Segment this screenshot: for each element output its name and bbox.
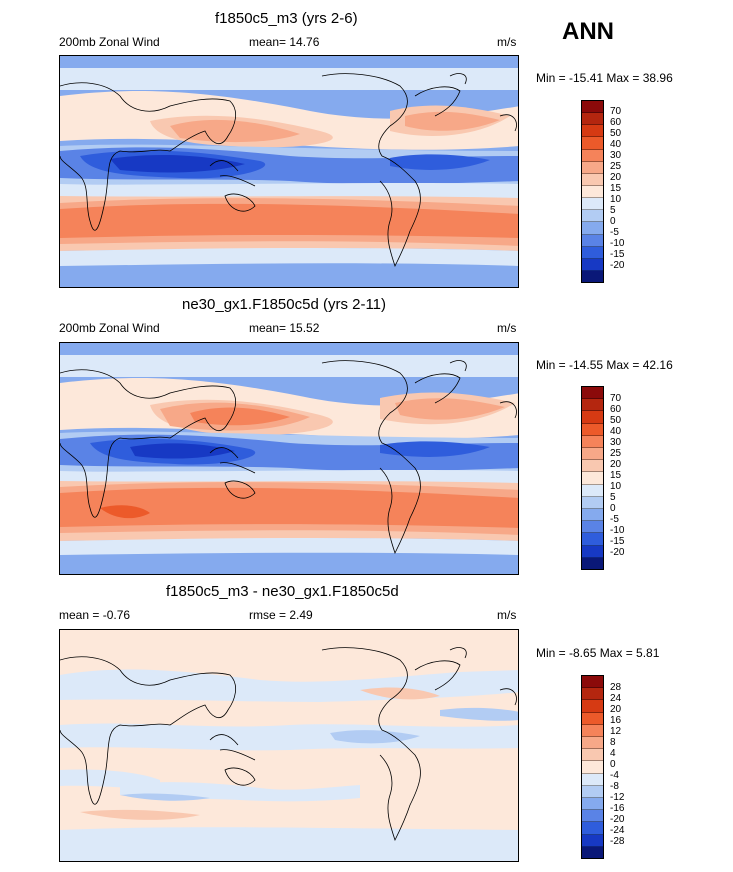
panel-3-units: m/s	[497, 608, 517, 622]
panel-2-map	[59, 342, 519, 575]
panel-1-units: m/s	[497, 35, 517, 49]
panel-1-colorbar	[581, 100, 604, 283]
panel-2-colorbar-labels: 70 60 50 40 30 25 20 15 10 5 0 -5 -10 -15 -20	[610, 393, 625, 558]
panel-3-title: f1850c5_m3 - ne30_gx1.F1850c5d	[166, 583, 399, 600]
panel-3-mean: mean = -0.76	[59, 608, 131, 622]
panel-2-units: m/s	[497, 321, 517, 335]
panel-2-colorbar	[581, 386, 604, 570]
panel-3-map	[59, 629, 519, 862]
panel-3-colorbar-labels: 28 24 20 16 12 8 4 0 -4 -8 -12 -16 -20 -24 -28	[610, 682, 625, 847]
panel-2-minmax: Min = -14.55 Max = 42.16	[536, 358, 673, 372]
panel-3-colorbar	[581, 675, 604, 859]
panel-3-rmse: rmse = 2.49	[249, 608, 313, 622]
panel-2-mean: mean= 15.52	[249, 321, 320, 335]
panel-1-colorbar-labels: 70 60 50 40 30 25 20 15 10 5 0 -5 -10 -15 -20	[610, 106, 625, 271]
panel-3-minmax: Min = -8.65 Max = 5.81	[536, 646, 660, 660]
panel-2-field-label: 200mb Zonal Wind	[59, 321, 160, 335]
panel-1-title: f1850c5_m3 (yrs 2-6)	[215, 10, 358, 27]
panel-1-map	[59, 55, 519, 288]
panel-1-field-label: 200mb Zonal Wind	[59, 35, 160, 49]
season-label: ANN	[562, 18, 614, 45]
panel-1-mean: mean= 14.76	[249, 35, 320, 49]
panel-2-title: ne30_gx1.F1850c5d (yrs 2-11)	[182, 296, 387, 313]
panel-1-minmax: Min = -15.41 Max = 38.96	[536, 71, 673, 85]
